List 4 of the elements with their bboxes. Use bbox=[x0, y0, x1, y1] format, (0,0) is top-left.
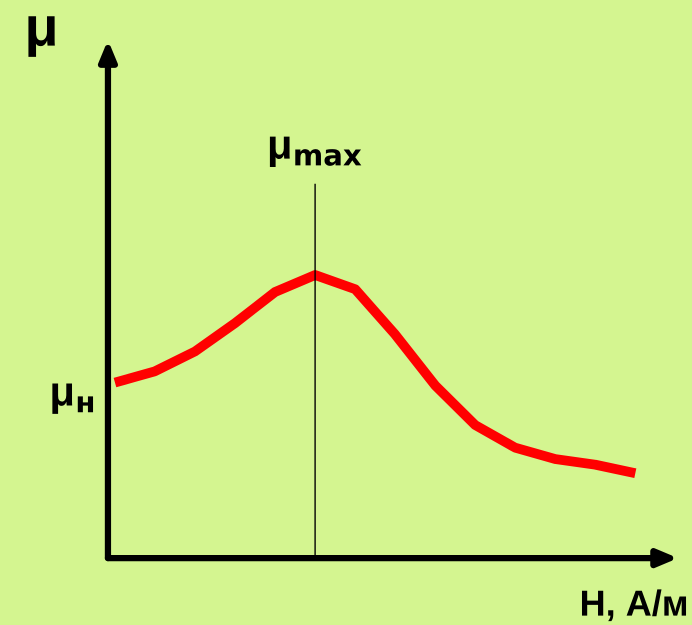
text: μ$_{max}$ bbox=[270, 136, 362, 168]
x-axis-title: H, А/м bbox=[582, 589, 686, 622]
text: μ$_{н}$ bbox=[52, 383, 94, 414]
y-axis-title: μ bbox=[28, 16, 55, 57]
